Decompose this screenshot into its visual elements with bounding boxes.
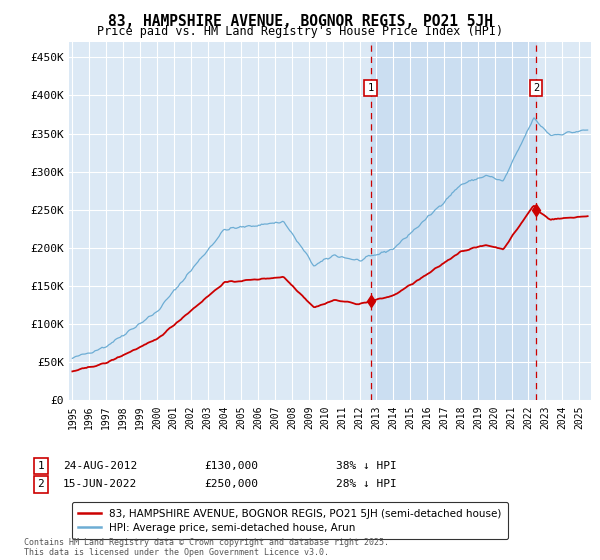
Text: £250,000: £250,000 (204, 479, 258, 489)
Text: £130,000: £130,000 (204, 461, 258, 471)
Text: Price paid vs. HM Land Registry's House Price Index (HPI): Price paid vs. HM Land Registry's House … (97, 25, 503, 38)
Text: 38% ↓ HPI: 38% ↓ HPI (336, 461, 397, 471)
Text: 1: 1 (37, 461, 44, 471)
Text: 2: 2 (533, 83, 539, 93)
Bar (371, 42, 536, 400)
Text: Contains HM Land Registry data © Crown copyright and database right 2025.
This d: Contains HM Land Registry data © Crown c… (24, 538, 389, 557)
Text: 28% ↓ HPI: 28% ↓ HPI (336, 479, 397, 489)
Text: 83, HAMPSHIRE AVENUE, BOGNOR REGIS, PO21 5JH: 83, HAMPSHIRE AVENUE, BOGNOR REGIS, PO21… (107, 14, 493, 29)
Text: 24-AUG-2012: 24-AUG-2012 (63, 461, 137, 471)
Text: 2: 2 (37, 479, 44, 489)
Text: 1: 1 (367, 83, 374, 93)
Text: 15-JUN-2022: 15-JUN-2022 (63, 479, 137, 489)
Legend: 83, HAMPSHIRE AVENUE, BOGNOR REGIS, PO21 5JH (semi-detached house), HPI: Average: 83, HAMPSHIRE AVENUE, BOGNOR REGIS, PO21… (71, 502, 508, 539)
